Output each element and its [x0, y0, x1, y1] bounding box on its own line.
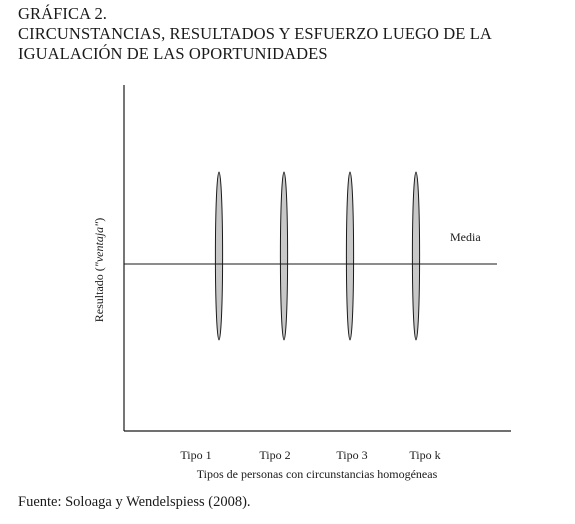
y-axis-label-prefix: Resultado (	[92, 267, 106, 322]
mean-label: Media	[450, 230, 481, 244]
type-label: Tipo 2	[259, 448, 290, 462]
type-ellipse	[345, 171, 355, 341]
y-axis-label: Resultado ("ventaja")	[92, 218, 106, 322]
figure-title-line1: CIRCUNSTANCIAS, RESULTADOS Y ESFUERZO LU…	[18, 24, 492, 43]
figure-title-line2: IGUALACIÓN DE LAS OPORTUNIDADES	[18, 44, 328, 63]
type-label: Tipo k	[409, 448, 440, 462]
figure-label: GRÁFICA 2.	[18, 4, 108, 23]
type-label: Tipo 1	[180, 448, 211, 462]
type-ellipse	[214, 171, 224, 341]
x-axis-label: Tipos de personas con circunstancias hom…	[197, 467, 438, 481]
type-ellipse	[411, 171, 421, 341]
y-axis-label-italic: "ventaja"	[92, 221, 106, 267]
type-labels: Tipo 1 Tipo 2 Tipo 3 Tipo k	[180, 448, 440, 462]
y-axis-label-suffix: )	[92, 218, 106, 222]
type-label: Tipo 3	[336, 448, 367, 462]
source-note: Fuente: Soloaga y Wendelspiess (2008).	[18, 494, 251, 510]
type-ellipse	[279, 171, 289, 341]
distribution-ellipses	[214, 171, 421, 341]
